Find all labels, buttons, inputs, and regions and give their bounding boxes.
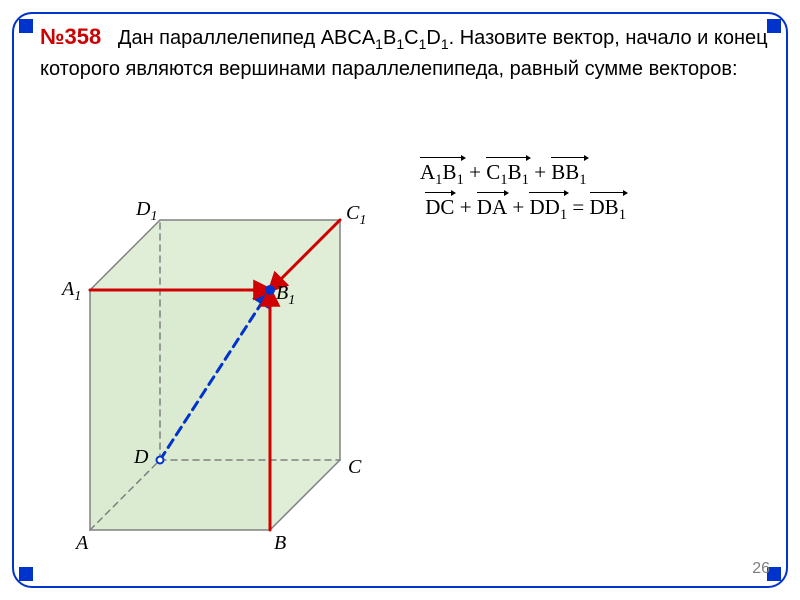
vertex-label-D: D	[134, 446, 148, 469]
vertex-label-C: C	[348, 456, 361, 479]
vertex-label-A1: A1	[62, 278, 81, 305]
vertex-label-B: B	[274, 532, 286, 555]
corner-tl	[19, 19, 33, 33]
corner-bl	[19, 567, 33, 581]
vertex-label-C1: C1	[346, 202, 366, 229]
equation-line-1: A1B1 + C1B1 + BB1	[420, 160, 626, 189]
diagram-svg	[60, 160, 390, 560]
equation-block: A1B1 + C1B1 + BB1 DC + DA + DD1 = DB1	[420, 160, 626, 230]
problem-statement: №358 Дан параллелепипед ABCA1B1C1D1. Наз…	[40, 22, 770, 83]
problem-text-1: Дан параллелепипед ABCA	[118, 27, 375, 49]
vertex-label-A: A	[76, 532, 88, 555]
page-number: 26	[752, 560, 770, 578]
equation-line-2: DC + DA + DD1 = DB1	[420, 195, 626, 224]
vertex-label-B1: B1	[276, 282, 295, 309]
parallelepiped-diagram: A B C D A1 B1 C1 D1	[60, 160, 390, 560]
problem-number: №358	[40, 24, 101, 49]
vertex-label-D1: D1	[136, 198, 157, 225]
